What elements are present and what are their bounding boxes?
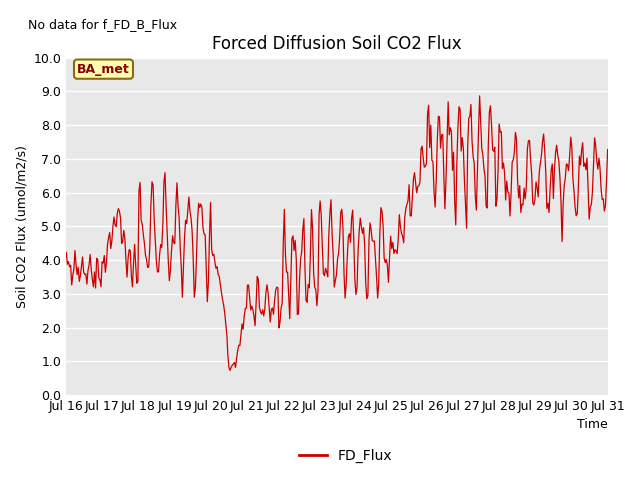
Legend: FD_Flux: FD_Flux bbox=[293, 443, 398, 468]
Text: BA_met: BA_met bbox=[77, 62, 130, 76]
Y-axis label: Soil CO2 Flux (umol/m2/s): Soil CO2 Flux (umol/m2/s) bbox=[15, 145, 28, 308]
Text: No data for f_FD_B_Flux: No data for f_FD_B_Flux bbox=[28, 18, 177, 31]
X-axis label: Time: Time bbox=[577, 419, 607, 432]
Title: Forced Diffusion Soil CO2 Flux: Forced Diffusion Soil CO2 Flux bbox=[212, 35, 462, 53]
